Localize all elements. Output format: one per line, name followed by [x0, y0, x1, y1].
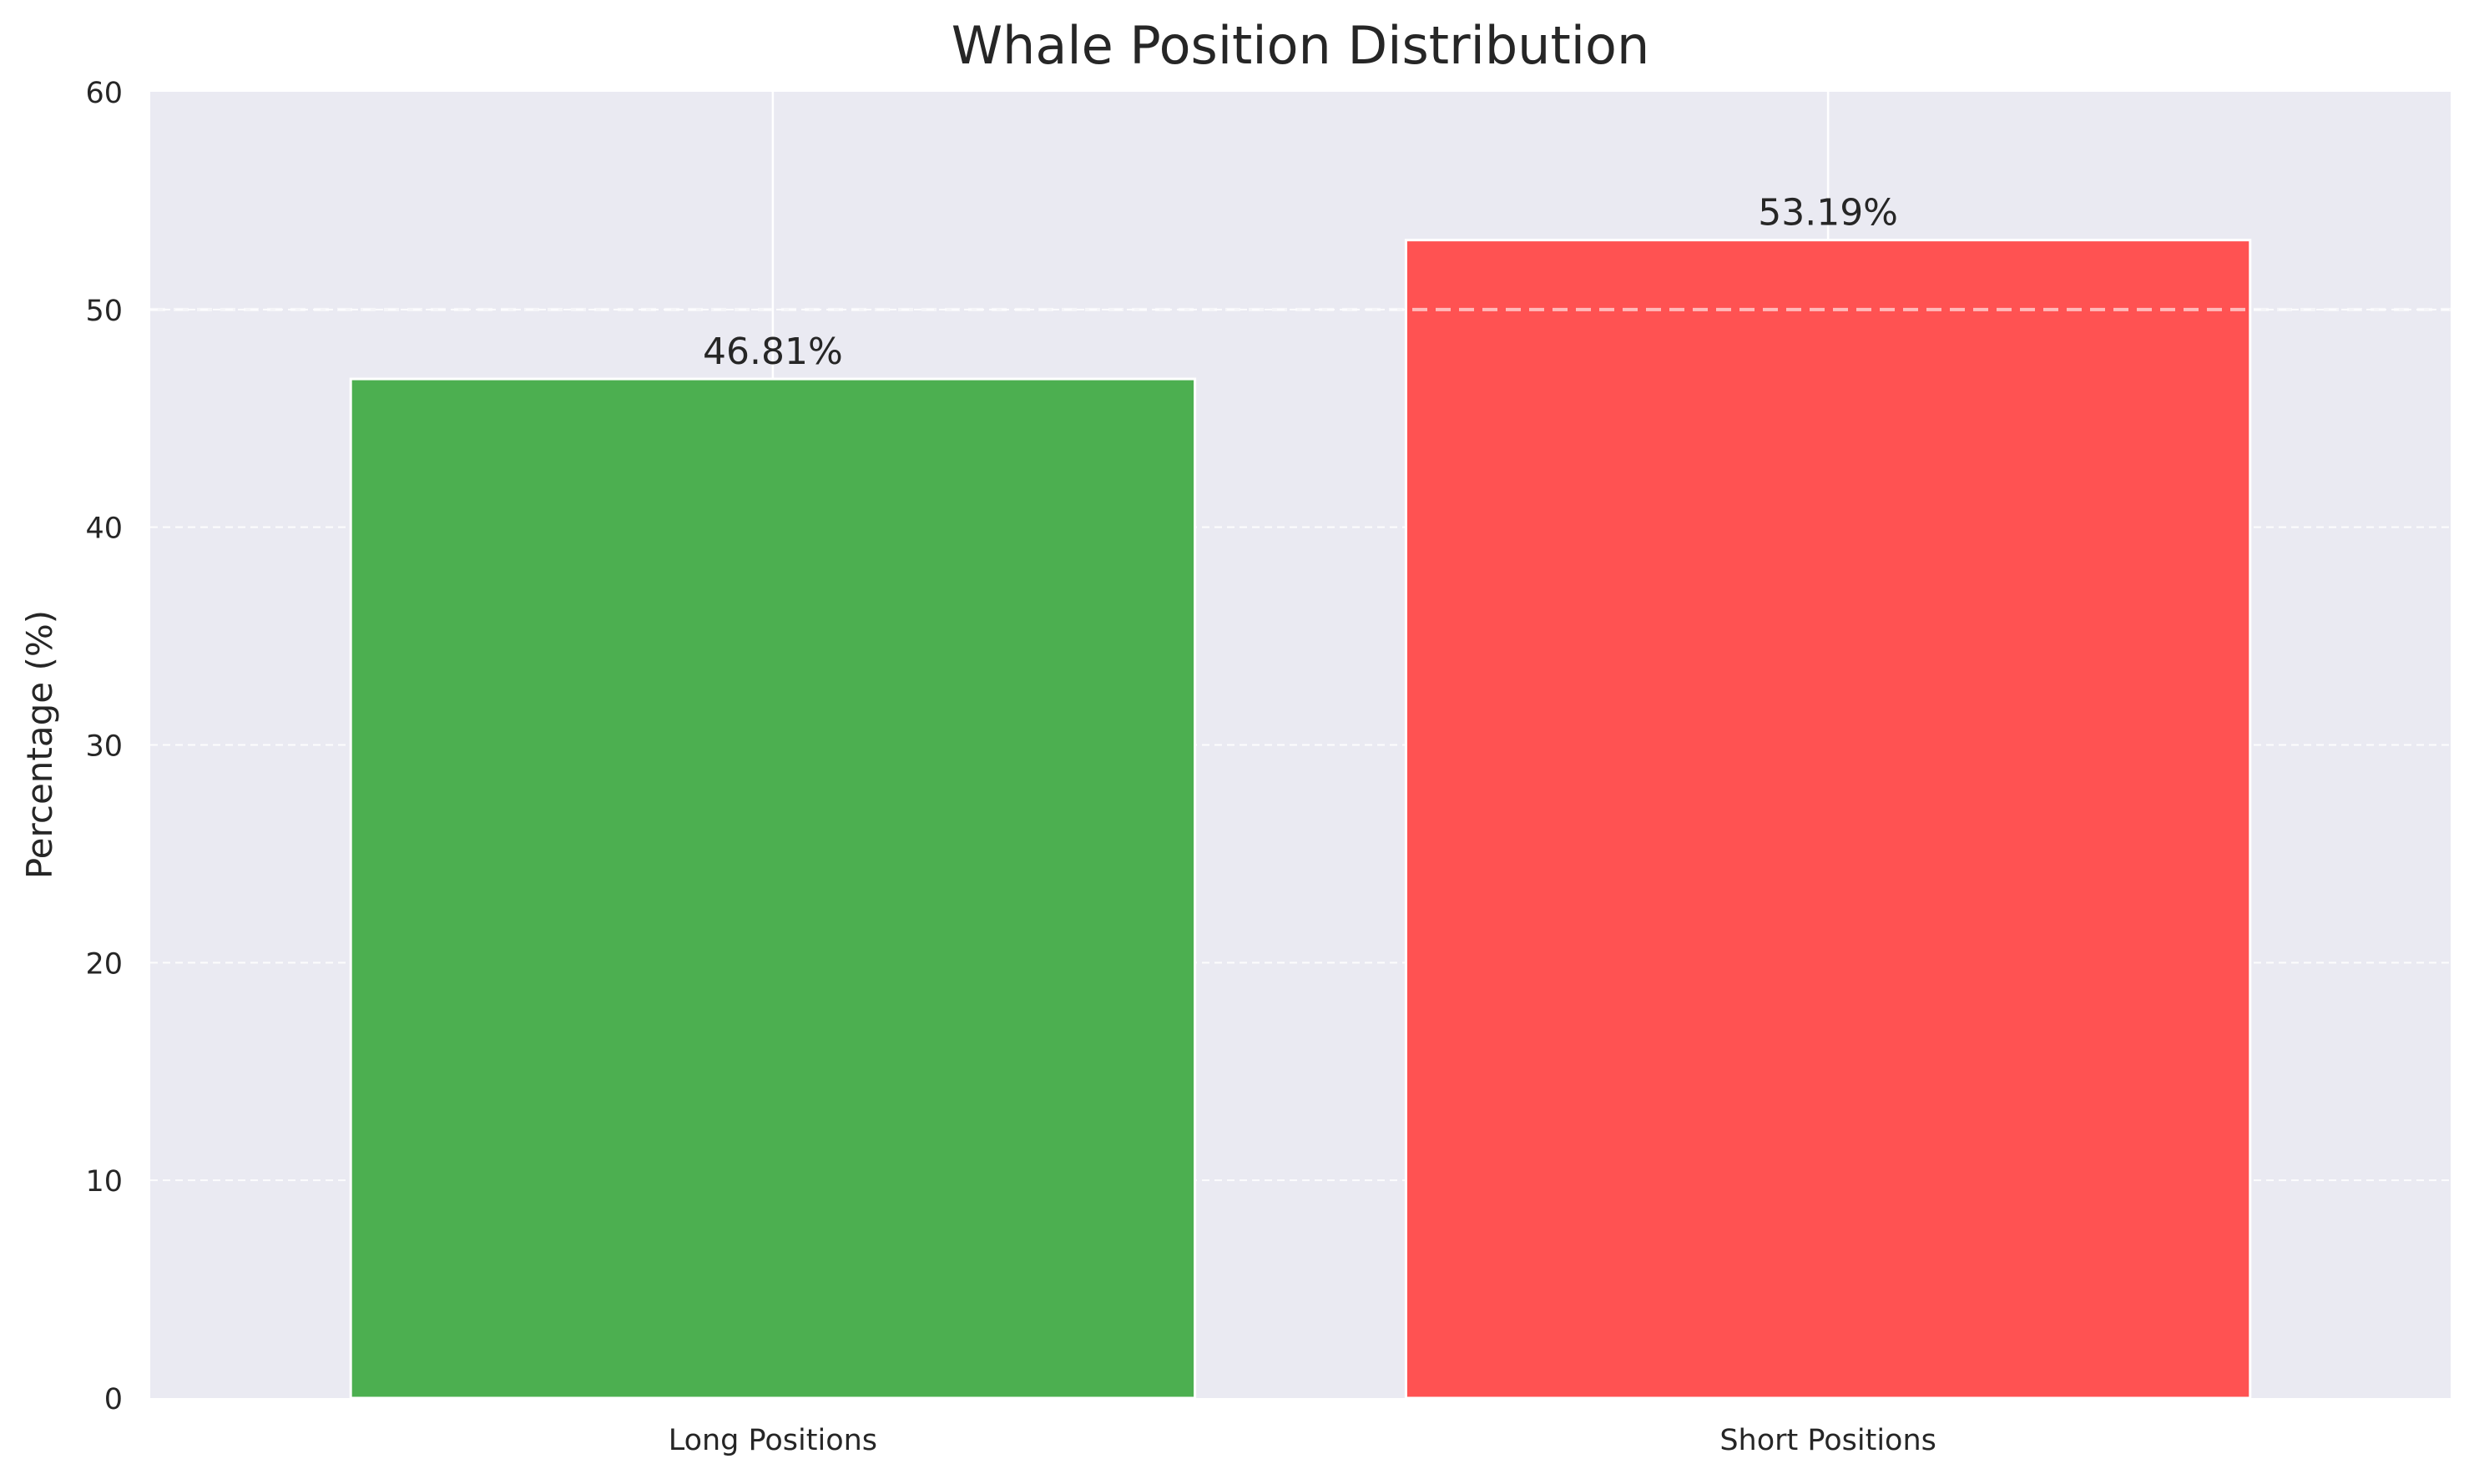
value-label: 53.19% [1758, 192, 1898, 235]
y-tick-label: 0 [104, 1383, 123, 1416]
x-tick-labels: Long Positions Short Positions [669, 1424, 1936, 1457]
y-tick-label: 50 [85, 295, 123, 328]
value-label: 46.81% [703, 331, 843, 373]
x-tick-label: Long Positions [669, 1424, 877, 1457]
bars [349, 239, 2252, 1400]
x-tick-label: Short Positions [1719, 1424, 1936, 1457]
bar-short-positions [1404, 239, 2252, 1400]
y-tick-label: 60 [85, 77, 123, 110]
chart-title: Whale Position Distribution [952, 15, 1650, 76]
y-tick-label: 40 [85, 512, 123, 546]
y-tick-label: 10 [85, 1165, 123, 1199]
value-labels: 46.81% 53.19% [703, 192, 1898, 373]
y-tick-label: 30 [85, 730, 123, 764]
y-tick-label: 20 [85, 947, 123, 981]
bar-long-positions [349, 377, 1197, 1400]
y-axis-label: Percentage (%) [19, 610, 60, 879]
y-tick-labels: 0 10 20 30 40 50 60 [85, 77, 123, 1416]
